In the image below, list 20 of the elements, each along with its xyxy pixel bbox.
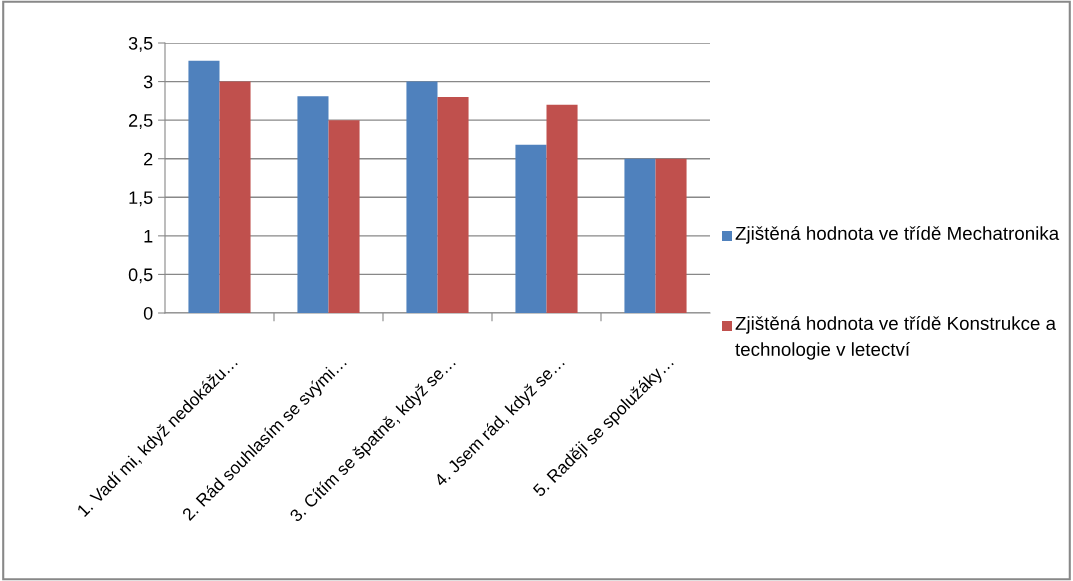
bar <box>515 144 547 313</box>
y-tick-label: 2,5 <box>129 114 153 129</box>
bar <box>655 158 687 313</box>
legend-label: Zjištěná hodnota ve třídě Mechatronika <box>735 226 1060 244</box>
bar <box>188 60 220 313</box>
bar <box>406 81 438 313</box>
y-tick-label: 2 <box>144 152 153 166</box>
bar <box>219 81 251 313</box>
y-tick-label: 3,5 <box>128 36 153 52</box>
y-tick-label: 3 <box>143 75 153 89</box>
y-tick-label: 1,5 <box>129 191 153 207</box>
bar <box>624 158 656 313</box>
bar <box>328 120 360 313</box>
bar <box>546 104 578 313</box>
legend-label: Zjištěná hodnota ve třídě Konstrukce a technologie v letectví <box>735 316 1057 360</box>
y-tick-label: 0,5 <box>128 268 153 284</box>
bar <box>297 96 329 313</box>
y-tick-label: 1 <box>144 229 153 243</box>
bar <box>437 97 469 313</box>
y-tick-label: 0 <box>143 306 153 320</box>
